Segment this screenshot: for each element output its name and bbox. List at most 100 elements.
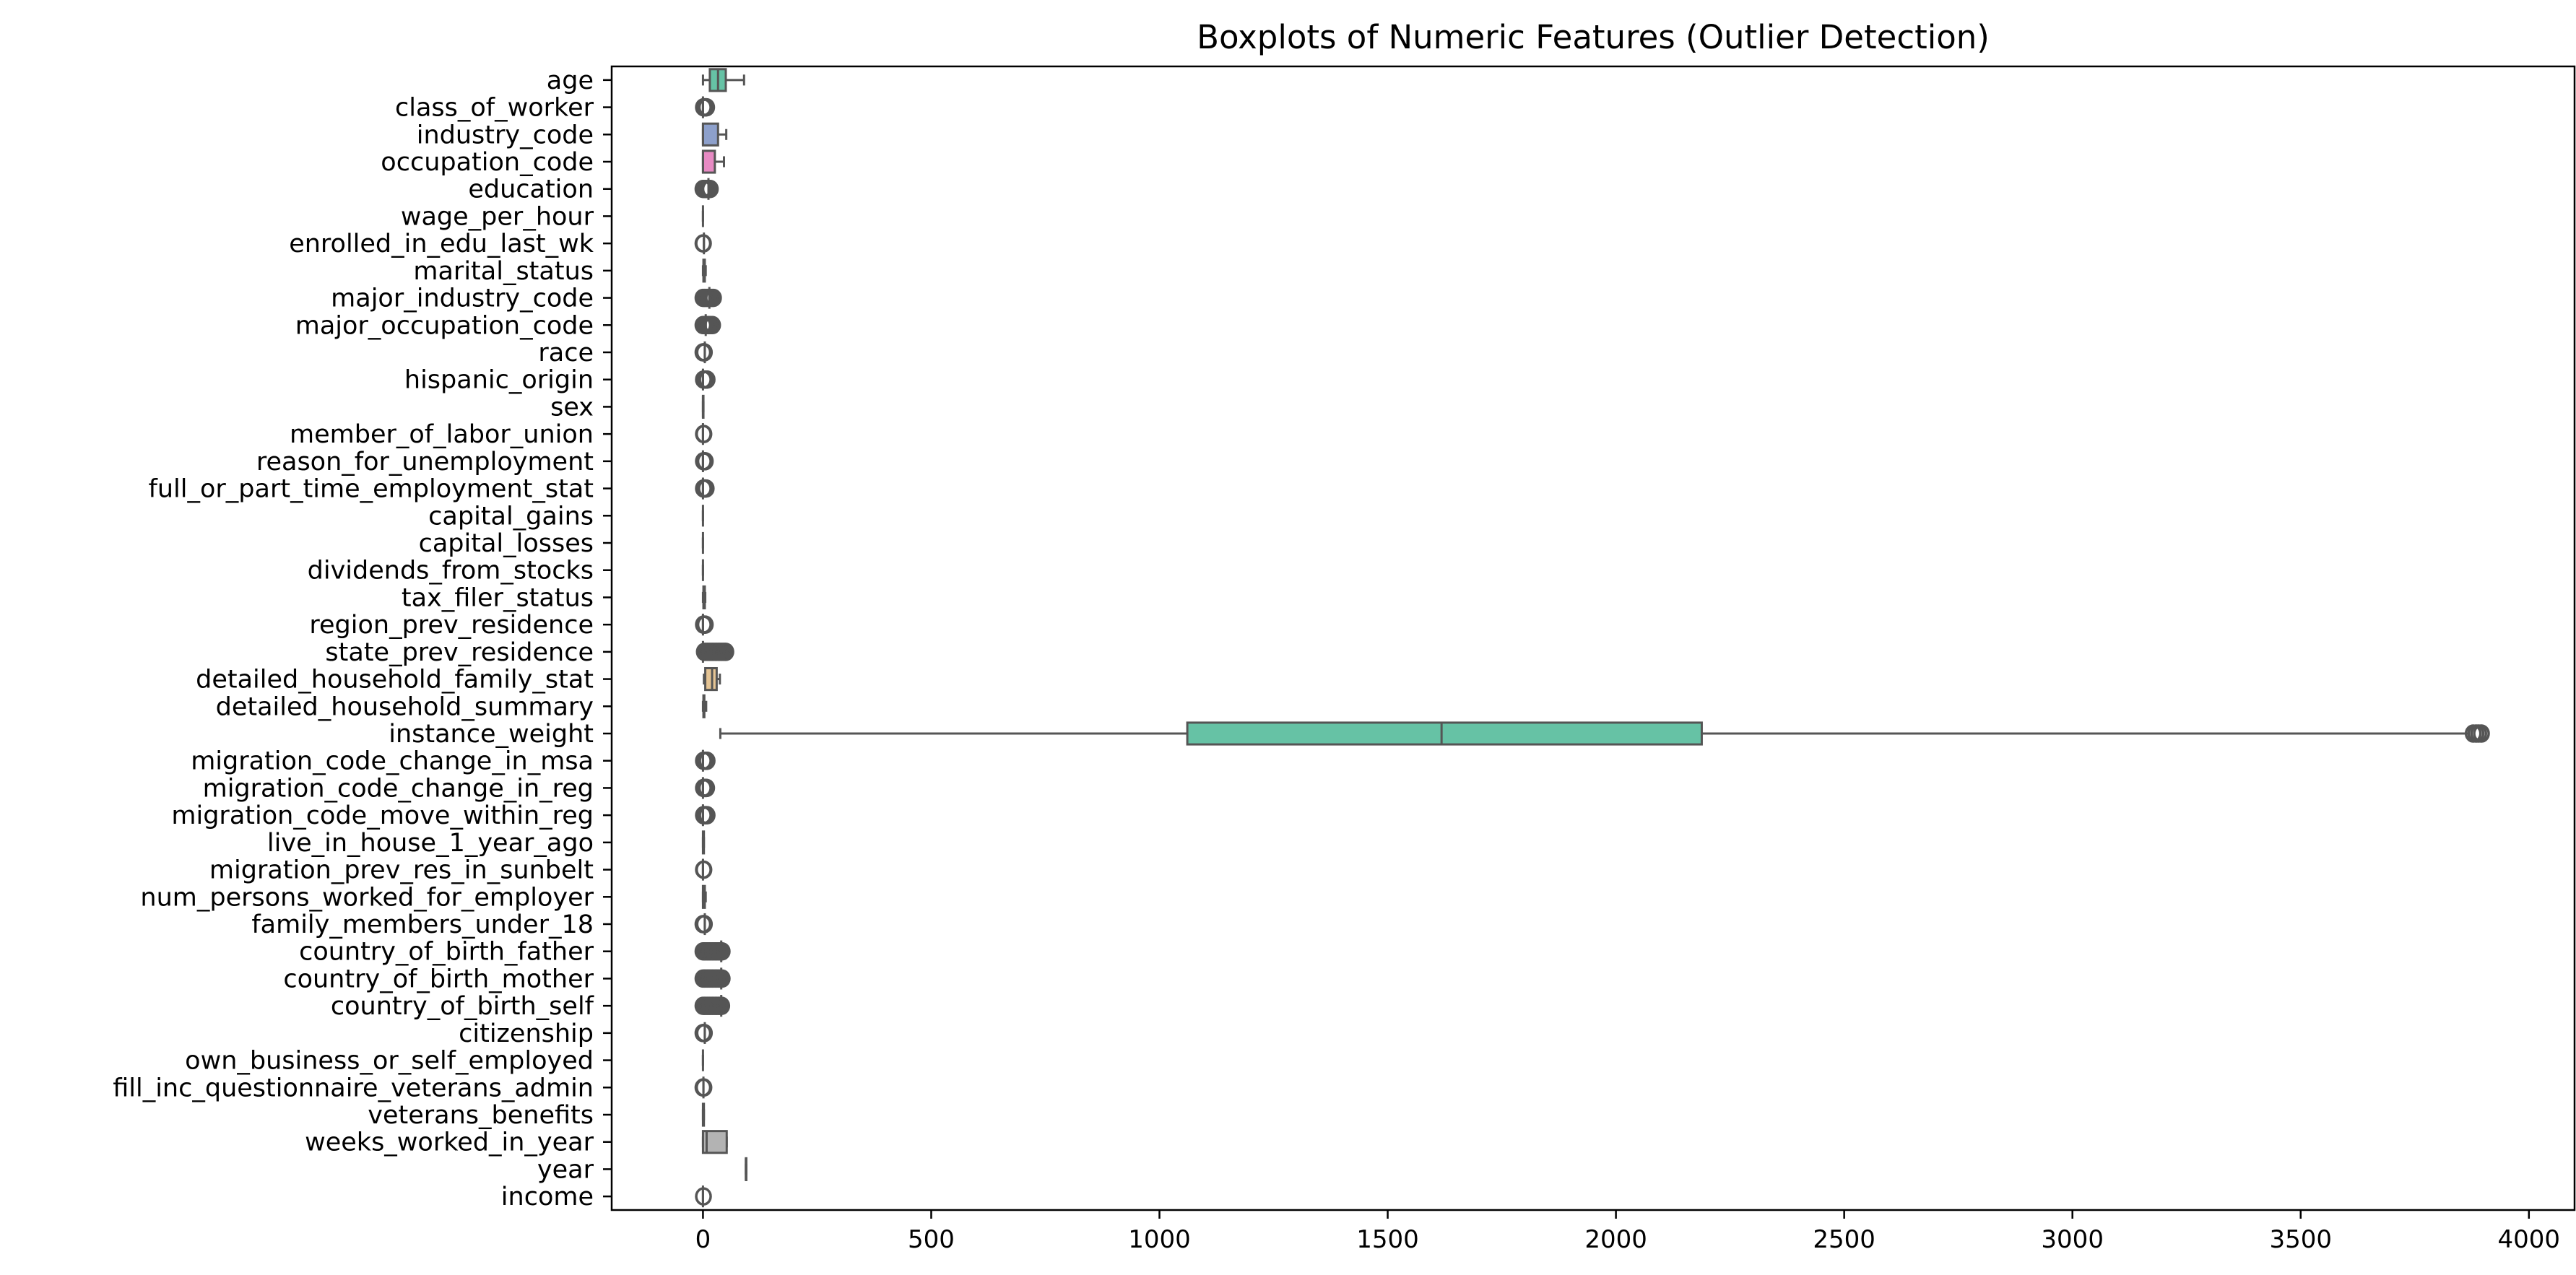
iqr-box [1186,721,1703,746]
chart-title: Boxplots of Numeric Features (Outlier De… [1197,18,1990,56]
category-label: migration_prev_res_in_sunbelt [209,856,594,885]
box-weeks-worked-in-year [701,1130,728,1154]
outlier-point [714,941,731,961]
category-label: state_prev_residence [325,638,594,667]
category-label: capital_gains [428,502,594,531]
box-major-occupation-code [694,314,721,336]
category-label: citizenship [459,1019,594,1048]
x-tick-label: 0 [695,1225,711,1254]
box-industry-code [701,122,728,147]
x-tick-label: 3000 [2041,1225,2104,1254]
plot-frame [610,65,2576,1211]
category-label: sex [550,393,594,422]
box-country-of-birth-self [694,995,731,1017]
box-enrolled-in-edu-last-wk [694,232,712,255]
outlier-point [695,860,713,879]
category-label: reason_for_unemployment [256,448,594,477]
box-detailed-household-family-stat [703,666,721,692]
category-label: major_occupation_code [295,311,594,340]
box-num-persons-worked-for-employer [701,884,707,909]
box-hispanic-origin [695,368,716,391]
box-instance-weight [719,721,2490,746]
outlier-point [695,915,714,934]
category-label: tax_filer_status [402,583,594,612]
iqr-box [701,149,716,174]
box-tax-filer-status [701,585,707,610]
box-occupation-code [701,149,725,174]
box-class-of-worker [695,96,716,118]
category-label: year [537,1155,594,1184]
box-state-prev-residence [695,640,734,663]
x-axis-ticks: 0 500 1000 1500 2000 2500 3000 3500 4000 [695,1210,2560,1254]
category-label: fill_inc_questionnaire_veterans_admin [113,1074,594,1102]
category-label: full_or_part_time_employment_stat [149,475,594,504]
x-tick-label: 2500 [1813,1225,1875,1254]
box-country-of-birth-father [694,940,731,962]
category-labels: ageclass_of_workerindustry_codeoccupatio… [113,66,612,1211]
category-label: wage_per_hour [401,202,594,231]
outlier-point [714,969,731,988]
outlier-point [695,234,712,253]
x-tick-label: 3500 [2269,1225,2332,1254]
category-label: migration_code_move_within_reg [171,801,594,830]
category-label: country_of_birth_mother [283,965,594,993]
x-tick-label: 1000 [1128,1225,1191,1254]
outlier-point [713,996,731,1015]
outlier-point [717,643,734,661]
box-year [745,1157,747,1182]
box-migration-prev-res-in-sunbelt [695,858,713,881]
category-label: class_of_worker [395,94,594,123]
category-label: detailed_household_family_stat [196,666,594,695]
iqr-box [701,122,719,147]
plot-boxes [694,68,2490,1208]
category-label: hispanic_origin [404,366,594,395]
category-label: detailed_household_summary [216,692,594,721]
box-major-industry-code [694,287,722,309]
category-label: income [501,1183,594,1211]
category-label: region_prev_residence [309,611,594,640]
category-label: country_of_birth_self [331,992,594,1021]
outlier-point [695,1078,713,1097]
category-label: industry_code [417,121,594,149]
x-tick-label: 1500 [1356,1225,1419,1254]
iqr-box [704,666,718,692]
x-tick-label: 2000 [1584,1225,1647,1254]
box-migration-code-move-within-reg [695,804,716,827]
box-full-or-part-time-employment-stat [695,477,715,500]
category-label: marital_status [413,257,594,286]
box-member-of-labor-union [695,423,713,445]
outlier-point [2473,724,2490,743]
box-age [701,68,745,92]
category-label: num_persons_worked_for_employer [140,883,594,912]
category-label: live_in_house_1_year_ago [267,829,594,858]
outlier-point [695,343,714,362]
outlier-point [696,452,714,471]
category-label: age [547,66,594,95]
category-label: occupation_code [381,148,594,177]
box-migration-code-change-in-reg [695,777,716,799]
box-region-prev-residence [695,614,714,636]
category-label: dividends_from_stocks [308,557,594,586]
category-label: country_of_birth_father [299,938,594,967]
box-marital-status [701,258,707,283]
box-family-members-under-18 [694,913,714,936]
outlier-point [698,479,715,498]
outlier-point [698,97,716,117]
category-label: education [468,175,594,204]
category-label: enrolled_in_edu_last_wk [289,230,594,258]
outlier-point [701,179,719,199]
box-detailed-household-summary [701,694,708,718]
category-label: major_industry_code [331,284,594,313]
box-fill-inc-questionnaire-veterans-admin [694,1076,713,1099]
outlier-point [705,288,722,308]
box-migration-code-change-in-msa [695,749,716,772]
category-label: own_business_or_self_employed [185,1047,594,1076]
box-education [694,178,719,200]
outlier-point [695,1187,712,1206]
outlier-point [703,316,721,335]
category-label: capital_losses [419,529,594,558]
x-tick-label: 4000 [2498,1225,2561,1254]
category-label: family_members_under_18 [251,910,594,939]
